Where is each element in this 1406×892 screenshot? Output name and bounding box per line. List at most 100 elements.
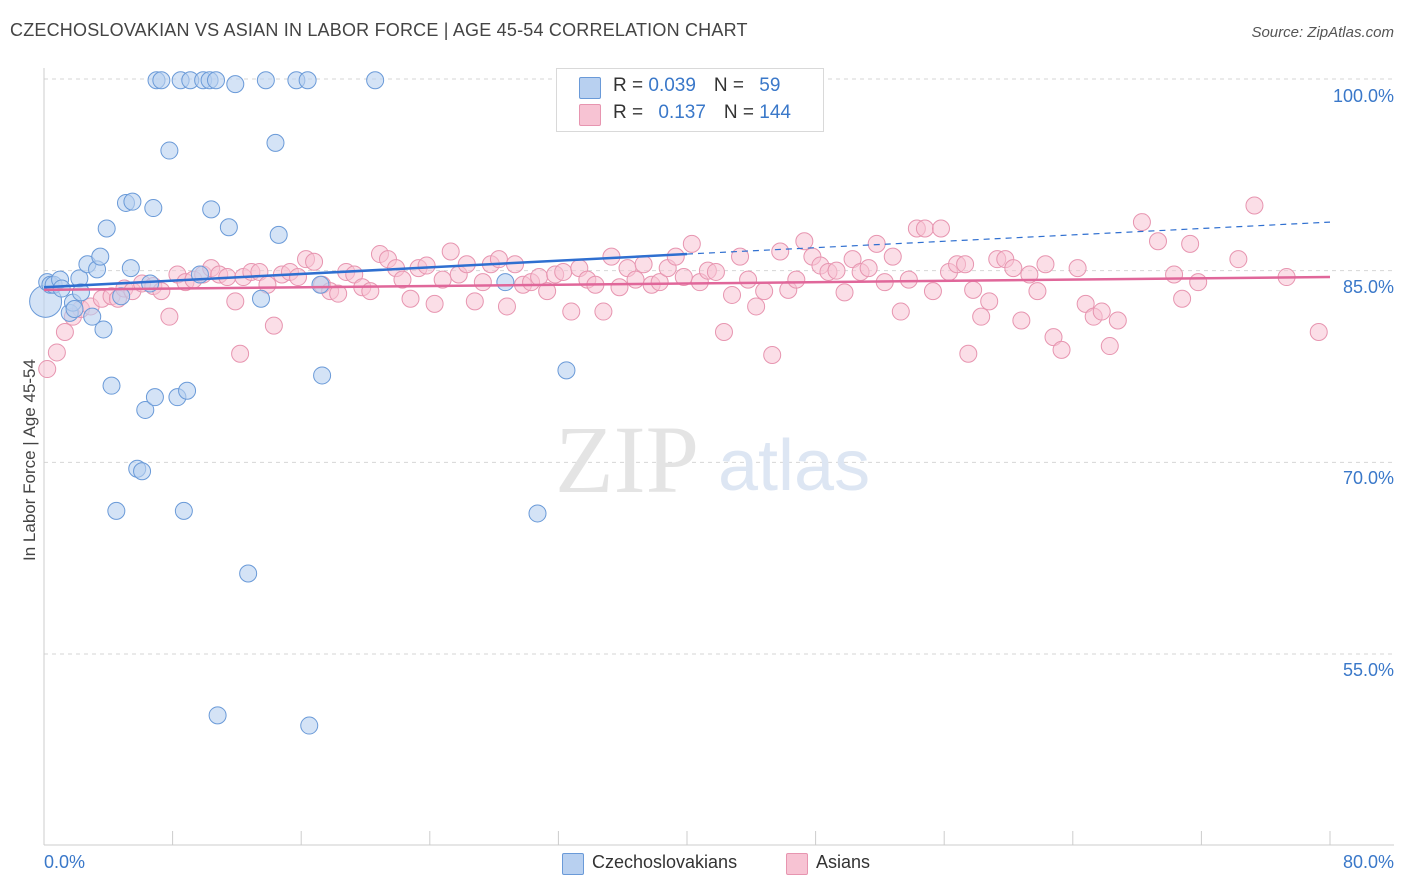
asian-point (38, 360, 57, 379)
asian-point (594, 302, 613, 321)
asian-point (626, 270, 645, 289)
czech-point (121, 259, 140, 278)
asian-point (771, 242, 790, 261)
asian-point (787, 270, 806, 289)
y-tick-label: 85.0% (1342, 277, 1394, 297)
asian-point (714, 323, 733, 341)
czech-point (202, 200, 221, 219)
czech-point (174, 501, 193, 520)
asian-point (425, 294, 444, 313)
asian-point (1165, 265, 1184, 284)
asian-point (1132, 213, 1151, 232)
asian-point (634, 255, 653, 274)
legend-label: Czechoslovakians (592, 852, 738, 872)
asian-point (361, 282, 380, 301)
czech-point (145, 388, 164, 407)
czech-point (239, 564, 258, 583)
asian-point (160, 307, 179, 326)
asian-point (417, 256, 436, 275)
asian-point (562, 302, 581, 321)
asian-point (1044, 328, 1063, 347)
asian-point (433, 270, 452, 289)
asian-point (899, 270, 918, 289)
y-tick-label: 100.0% (1332, 86, 1394, 106)
asian-point (231, 344, 250, 363)
asian-point (923, 282, 942, 301)
czech-point (266, 133, 285, 152)
czech-point (226, 75, 245, 94)
czech-point (91, 247, 110, 266)
czech-point (65, 300, 84, 318)
x-tick-label-min: 0.0% (44, 852, 86, 872)
czech-point (178, 381, 197, 400)
asian-point (891, 302, 910, 321)
asian-swatch (786, 853, 808, 875)
asian-point (674, 268, 693, 287)
asian-point (1052, 340, 1071, 359)
asian-trend-line (43, 275, 1331, 292)
n-value: 144 (759, 102, 791, 123)
asian-point (1004, 259, 1023, 278)
czech-swatch (579, 77, 601, 99)
asian-point (1020, 265, 1039, 284)
asian-point (538, 282, 557, 301)
source-label: Source: ZipAtlas.com (1251, 24, 1394, 41)
asian-point (883, 247, 902, 266)
asian-point (305, 252, 324, 271)
czech-point (298, 71, 317, 90)
asian-point (859, 259, 878, 278)
r-value: 0.137 (658, 102, 706, 123)
czech-point (136, 400, 155, 419)
czech-point (557, 361, 576, 380)
asian-point (1309, 323, 1328, 341)
x-tick-label-max: 80.0% (1342, 852, 1394, 872)
asian-point (1181, 234, 1200, 253)
asian-point (682, 234, 701, 253)
y-axis-label: In Labor Force | Age 45-54 (20, 359, 39, 561)
asian-point (835, 283, 854, 302)
asian-point (1028, 282, 1047, 301)
n-label: N = (723, 102, 760, 123)
series-legend: Czechoslovakians Asians (0, 852, 1406, 878)
asian-point (465, 292, 484, 311)
stats-legend: R = 0.039 N = 59 R = 0.137 N = 144 (556, 68, 824, 132)
czech-point (207, 71, 226, 90)
czech-point (219, 218, 238, 237)
czech-trend-line (43, 252, 688, 289)
czech-point (496, 273, 515, 292)
asian-point (441, 242, 460, 261)
asian-point (1036, 255, 1055, 274)
asian-point (1108, 311, 1127, 330)
asian-point (473, 273, 492, 292)
r-label: R = (613, 75, 649, 96)
legend-label: Asians (816, 852, 871, 872)
czech-point (256, 71, 275, 90)
czech-point (123, 192, 142, 211)
czech-point (71, 283, 90, 302)
n-label: N = (713, 75, 750, 96)
czech-point (311, 275, 330, 294)
asian-point (55, 323, 74, 341)
asian-point (1229, 250, 1248, 269)
y-tick-label: 70.0% (1342, 468, 1394, 488)
czech-point (313, 366, 332, 385)
czech-point (366, 71, 385, 90)
asian-point (1068, 259, 1087, 278)
asian-point (226, 292, 245, 311)
r-label: R = (613, 102, 649, 123)
asian-swatch (579, 104, 601, 126)
asian-point (666, 247, 685, 266)
watermark: ZIP atlas (555, 406, 870, 513)
asian-point (915, 219, 934, 238)
asian-point (755, 282, 774, 301)
trend-lines (43, 221, 1331, 292)
asian-point (329, 284, 348, 303)
asian-point (393, 270, 412, 289)
czech-point (252, 289, 271, 308)
asian-point (931, 219, 950, 238)
czech-point (528, 504, 547, 523)
czech-point (94, 320, 113, 339)
czech-point (102, 376, 121, 395)
czech-point (300, 716, 319, 735)
asian-point (1189, 273, 1208, 292)
